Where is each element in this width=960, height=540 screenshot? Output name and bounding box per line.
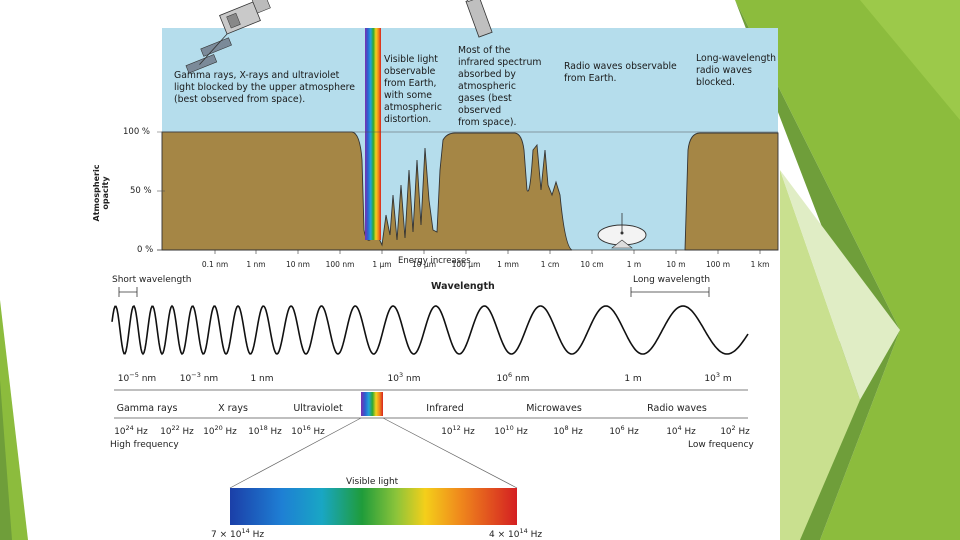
opacity-curve	[161, 131, 573, 251]
frequency-label: 1022 Hz	[160, 424, 194, 437]
x-tick-label: 1 m	[626, 260, 642, 269]
energy-increases-label: Energy increases	[398, 256, 471, 266]
opacity-curve-right	[684, 132, 779, 251]
visible-light-label: Visible light	[346, 477, 399, 487]
annotation-infrared: Most of the infrared spectrum absorbed b…	[458, 45, 542, 128]
green-shape-left-dark	[0, 380, 12, 540]
wavelength-mark: 103 nm	[387, 371, 421, 384]
wavelength-mark: 10−3 nm	[179, 371, 219, 384]
wavelength-mark: 10−5 nm	[117, 371, 157, 384]
x-tick-label: 10 cm	[580, 260, 604, 269]
x-tick-label: 10 m	[666, 260, 686, 269]
short-wavelength-bracket	[118, 287, 138, 297]
y-tick-50: 50 %	[130, 186, 152, 196]
frequency-label: 1010 Hz	[494, 424, 528, 437]
x-tick-label: 0.1 nm	[201, 260, 229, 269]
projection-line-right	[382, 417, 518, 489]
frequency-label: 1016 Hz	[291, 424, 325, 437]
frequency-label: 1018 Hz	[248, 424, 282, 437]
x-tick-marks	[214, 250, 761, 254]
y-axis-label: Atmospheric opacity	[92, 164, 110, 222]
low-frequency-label: Low frequency	[688, 440, 754, 450]
band-label: Gamma rays	[116, 403, 178, 414]
x-tick-label: 10 nm	[286, 260, 310, 269]
long-wavelength-bracket	[630, 287, 710, 297]
wavelength-mark: 106 nm	[496, 371, 530, 384]
projection-line-left	[229, 417, 362, 489]
frequency-label: 1020 Hz	[203, 424, 237, 437]
short-wavelength-label: Short wavelength	[112, 275, 192, 285]
x-tick-label: 1 cm	[540, 260, 560, 269]
annotation-gamma: Gamma rays, X-rays and ultraviolet light…	[174, 70, 356, 105]
green-shape-right	[735, 0, 960, 540]
frequency-label: 106 Hz	[609, 424, 639, 437]
band-label: Infrared	[426, 403, 464, 414]
x-tick-label: 100 nm	[325, 260, 355, 269]
y-tick-0: 0 %	[137, 245, 154, 255]
x-tick-label: 1 nm	[246, 260, 266, 269]
green-shape-pale	[780, 170, 900, 400]
visible-band-marker	[361, 392, 383, 416]
visible-spectrum-bar	[230, 488, 517, 525]
wavelength-mark: 1 nm	[250, 374, 274, 384]
x-tick-label: 1 km	[750, 260, 770, 269]
telescope-icon	[465, 0, 493, 38]
x-tick-label: 100 µm	[451, 260, 481, 269]
x-tick-label: 1 mm	[497, 260, 519, 269]
annotation-visible: Visible light observable from Earth, wit…	[384, 54, 442, 125]
x-tick-label: 100 m	[705, 260, 731, 269]
x-tick-label: 1 µm	[372, 260, 392, 269]
band-label: Microwaves	[526, 403, 582, 414]
satellite-icon	[185, 0, 271, 74]
wavelength-mark: 103 m	[704, 371, 732, 384]
y-tick-100: 100 %	[123, 127, 151, 137]
long-wavelength-label: Long wavelength	[633, 275, 711, 285]
frequency-label: 102 Hz	[720, 424, 750, 437]
frequency-label: 104 Hz	[666, 424, 696, 437]
wavelength-wave	[111, 304, 749, 356]
annotation-radio: Radio waves observable from Earth.	[564, 61, 677, 84]
frequency-label: 1024 Hz	[114, 424, 148, 437]
radio-dish-icon	[597, 213, 647, 249]
visible-light-bar	[365, 28, 381, 240]
green-shape-top	[860, 0, 960, 120]
frequency-label: 1012 Hz	[441, 424, 475, 437]
x-tick-label: 10 µm	[411, 260, 437, 269]
band-label: Radio waves	[647, 403, 707, 414]
frequency-label: 108 Hz	[553, 424, 583, 437]
visible-left-frequency: 7 × 1014 Hz	[211, 527, 265, 540]
wavelength-mark: 1 m	[624, 374, 642, 384]
wavelength-title: Wavelength	[431, 281, 495, 292]
annotation-long: Long-wavelength radio waves blocked.	[696, 53, 777, 88]
visible-right-frequency: 4 × 1014 Hz	[489, 527, 543, 540]
green-shape-dark	[735, 0, 900, 540]
high-frequency-label: High frequency	[110, 440, 179, 450]
band-label: X rays	[218, 403, 248, 414]
band-label: Ultraviolet	[293, 403, 343, 414]
green-shape-light	[780, 170, 860, 540]
